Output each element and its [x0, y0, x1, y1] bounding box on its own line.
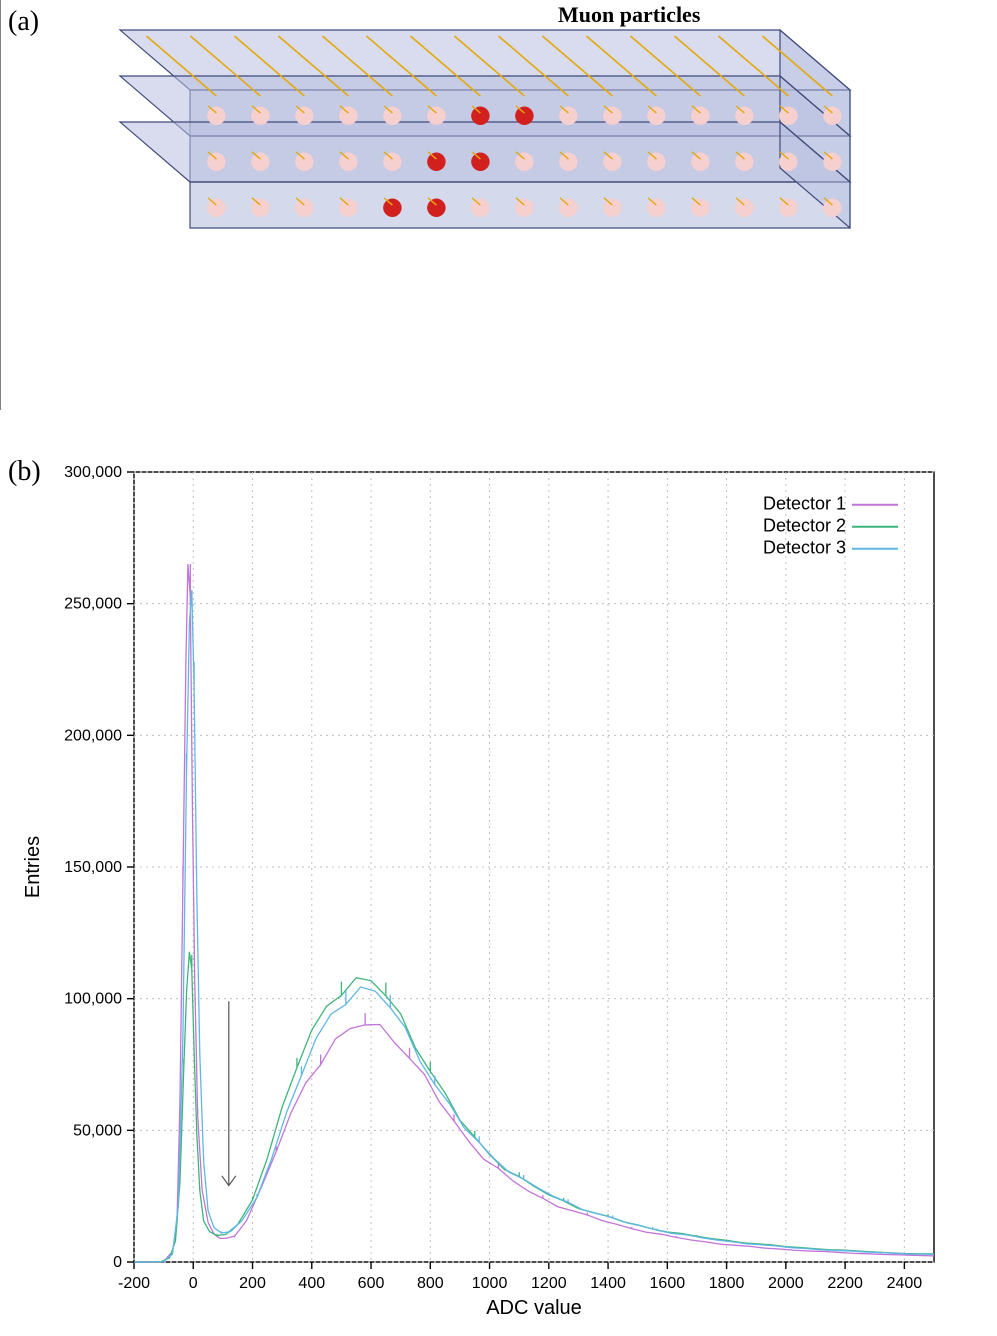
svg-text:1200: 1200 [531, 1275, 567, 1292]
muon-particles-label: Muon particles [558, 2, 700, 28]
detector-diagram [0, 0, 997, 450]
svg-text:600: 600 [358, 1275, 385, 1292]
svg-text:300,000: 300,000 [64, 464, 122, 481]
svg-text:1000: 1000 [472, 1275, 508, 1292]
svg-text:2200: 2200 [827, 1275, 863, 1292]
svg-text:ADC value: ADC value [486, 1297, 582, 1319]
panel-a: (a) Muon particles [0, 0, 997, 450]
svg-text:200,000: 200,000 [64, 727, 122, 744]
panel-a-label: (a) [8, 6, 39, 38]
svg-text:2400: 2400 [887, 1275, 923, 1292]
svg-text:400: 400 [298, 1275, 325, 1292]
svg-text:Detector 1: Detector 1 [763, 494, 846, 514]
svg-text:Detector 3: Detector 3 [763, 538, 846, 558]
svg-text:200: 200 [239, 1275, 266, 1292]
svg-text:1600: 1600 [650, 1275, 686, 1292]
svg-text:800: 800 [417, 1275, 444, 1292]
svg-text:-200: -200 [118, 1275, 150, 1292]
svg-text:1800: 1800 [709, 1275, 745, 1292]
figure-root: (a) Muon particles (b) -200 0 200 400 600 800… [0, 0, 997, 1331]
svg-text:50,000: 50,000 [73, 1122, 122, 1139]
svg-text:Entries: Entries [22, 836, 44, 898]
svg-text:0: 0 [113, 1254, 122, 1271]
svg-text:2000: 2000 [768, 1275, 804, 1292]
svg-text:1400: 1400 [590, 1275, 626, 1292]
svg-text:100,000: 100,000 [64, 991, 122, 1008]
panel-b: (b) -200 0 200 400 600 800 1000 1200 1400 1600 180… [0, 450, 997, 1331]
svg-text:250,000: 250,000 [64, 596, 122, 613]
panel-b-label: (b) [8, 456, 41, 488]
adc-histogram-chart: -200 0 200 400 600 800 1000 1200 1400 1600 1800 200… [0, 450, 997, 1331]
svg-text:0: 0 [189, 1275, 198, 1292]
svg-text:150,000: 150,000 [64, 859, 122, 876]
svg-text:Detector 2: Detector 2 [763, 516, 846, 536]
